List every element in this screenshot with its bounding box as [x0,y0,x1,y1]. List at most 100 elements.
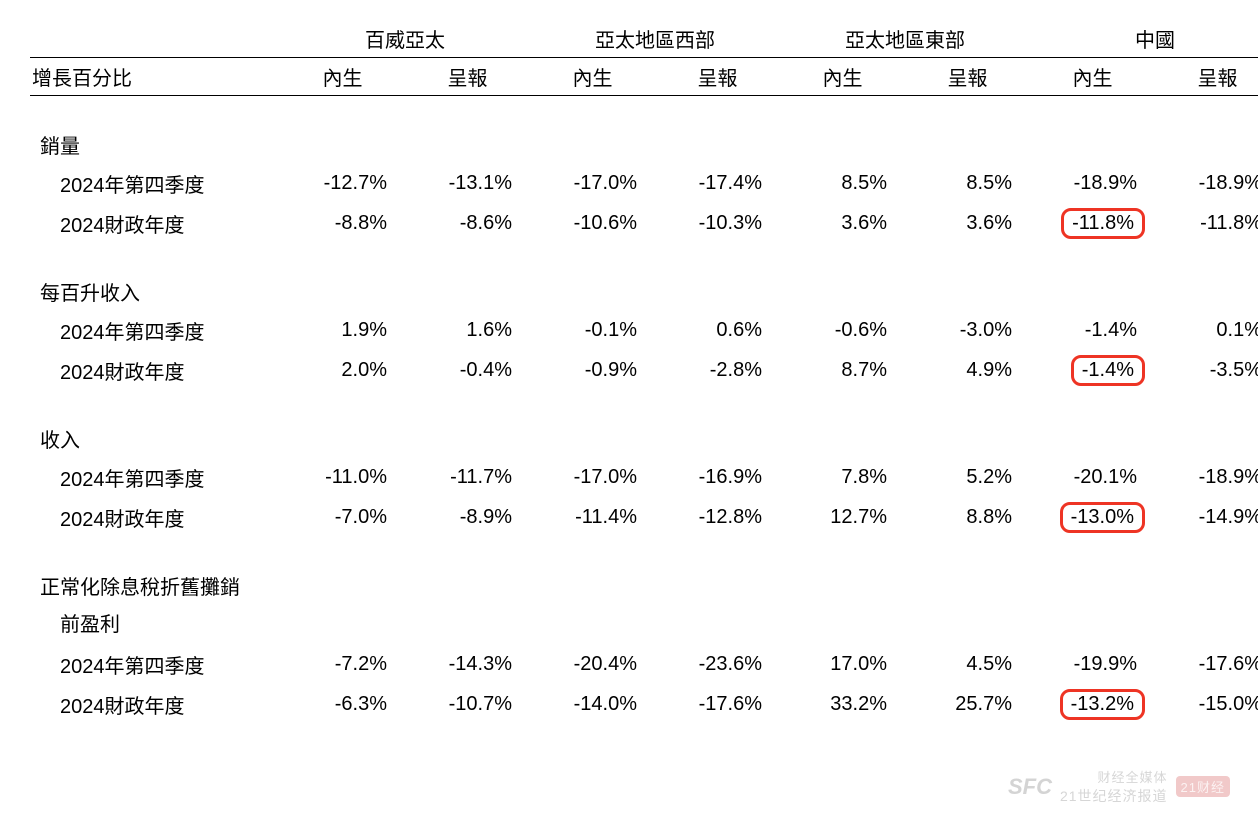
data-cell: 0.1% [1155,310,1258,350]
row-label: 2024財政年度 [30,203,280,243]
section-title-row: 銷量 [30,96,1258,164]
data-cell: -23.6% [655,644,780,684]
data-cell: -0.9% [530,350,655,390]
data-cell: -13.0% [1030,497,1155,537]
data-cell: 0.6% [655,310,780,350]
col-group-0: 百威亞太 [280,20,530,58]
data-cell: -10.7% [405,684,530,724]
data-cell: -7.0% [280,497,405,537]
row-label: 2024年第四季度 [30,644,280,684]
data-cell: -16.9% [655,457,780,497]
table-row: 2024財政年度2.0%-0.4%-0.9%-2.8%8.7%4.9%-1.4%… [30,350,1258,390]
table-row: 2024財政年度-7.0%-8.9%-11.4%-12.8%12.7%8.8%-… [30,497,1258,537]
data-cell: 8.5% [780,163,905,203]
row-label: 2024年第四季度 [30,457,280,497]
data-cell: -11.7% [405,457,530,497]
section-title: 收入 [30,390,1258,457]
section-title: 銷量 [30,96,1258,164]
data-cell: -18.9% [1155,457,1258,497]
data-cell: -13.2% [1030,684,1155,724]
table-row: 2024年第四季度-12.7%-13.1%-17.0%-17.4%8.5%8.5… [30,163,1258,203]
watermark-line1: 财经全媒体 [1060,767,1168,786]
row-label: 2024年第四季度 [30,310,280,350]
data-cell: -3.5% [1155,350,1258,390]
data-cell: -10.6% [530,203,655,243]
section-title-row: 收入 [30,390,1258,457]
col-group-2: 亞太地區東部 [780,20,1030,58]
table-row: 2024財政年度-8.8%-8.6%-10.6%-10.3%3.6%3.6%-1… [30,203,1258,243]
data-cell: -0.6% [780,310,905,350]
data-cell: -7.2% [280,644,405,684]
table-row: 2024年第四季度-7.2%-14.3%-20.4%-23.6%17.0%4.5… [30,644,1258,684]
data-cell: -3.0% [905,310,1030,350]
highlight-box: -11.8% [1061,208,1145,239]
highlight-box: -1.4% [1071,355,1145,386]
section-title: 每百升收入 [30,243,1258,310]
subcol: 內生 [780,58,905,96]
data-cell: -18.9% [1155,163,1258,203]
data-cell: 3.6% [905,203,1030,243]
data-cell: -8.8% [280,203,405,243]
section-title-row: 正常化除息稅折舊攤銷 [30,537,1258,604]
data-cell: -0.4% [405,350,530,390]
section-title-row: 前盈利 [30,604,1258,644]
watermark: SFC 财经全媒体 21世纪经济报道 21财经 [1008,767,1230,806]
col-group-3: 中國 [1030,20,1258,58]
data-cell: -12.7% [280,163,405,203]
subcol: 呈報 [1155,58,1258,96]
col-group-1: 亞太地區西部 [530,20,780,58]
data-cell: 17.0% [780,644,905,684]
data-cell: -14.3% [405,644,530,684]
watermark-badge: 21财经 [1176,776,1230,797]
data-cell: -11.8% [1030,203,1155,243]
table-row: 2024年第四季度1.9%1.6%-0.1%0.6%-0.6%-3.0%-1.4… [30,310,1258,350]
subcol: 內生 [1030,58,1155,96]
data-cell: -19.9% [1030,644,1155,684]
data-cell: -17.6% [1155,644,1258,684]
section-title-row: 每百升收入 [30,243,1258,310]
watermark-sfc: SFC [1008,774,1052,800]
growth-percentage-table: 百威亞太 亞太地區西部 亞太地區東部 中國 增長百分比 內生 呈報 內生 呈報 … [30,20,1258,724]
highlight-box: -13.0% [1060,502,1145,533]
data-cell: 8.7% [780,350,905,390]
section-title: 正常化除息稅折舊攤銷 [30,537,1258,604]
data-cell: -8.6% [405,203,530,243]
data-cell: -8.9% [405,497,530,537]
data-cell: -11.0% [280,457,405,497]
data-cell: -11.8% [1155,203,1258,243]
data-cell: -6.3% [280,684,405,724]
row-label: 2024財政年度 [30,497,280,537]
data-cell: -20.4% [530,644,655,684]
data-cell: 12.7% [780,497,905,537]
section-title: 前盈利 [30,604,1258,644]
subcol: 呈報 [655,58,780,96]
data-cell: -0.1% [530,310,655,350]
data-cell: 4.9% [905,350,1030,390]
data-cell: -17.6% [655,684,780,724]
data-cell: 4.5% [905,644,1030,684]
subcol: 內生 [530,58,655,96]
data-cell: -17.0% [530,457,655,497]
data-cell: 33.2% [780,684,905,724]
table-row: 2024年第四季度-11.0%-11.7%-17.0%-16.9%7.8%5.2… [30,457,1258,497]
data-cell: -20.1% [1030,457,1155,497]
data-cell: -13.1% [405,163,530,203]
row-label-header: 增長百分比 [30,58,280,96]
data-cell: 2.0% [280,350,405,390]
table-row: 2024財政年度-6.3%-10.7%-14.0%-17.6%33.2%25.7… [30,684,1258,724]
column-group-row: 百威亞太 亞太地區西部 亞太地區東部 中國 [30,20,1258,58]
highlight-box: -13.2% [1060,689,1145,720]
data-cell: 8.5% [905,163,1030,203]
data-cell: 5.2% [905,457,1030,497]
data-cell: -1.4% [1030,350,1155,390]
row-label: 2024年第四季度 [30,163,280,203]
row-label: 2024財政年度 [30,350,280,390]
data-cell: -1.4% [1030,310,1155,350]
data-cell: -17.0% [530,163,655,203]
data-cell: 7.8% [780,457,905,497]
watermark-line2: 21世纪经济报道 [1060,786,1168,806]
data-cell: -18.9% [1030,163,1155,203]
data-cell: -10.3% [655,203,780,243]
data-cell: -11.4% [530,497,655,537]
data-cell: -15.0% [1155,684,1258,724]
